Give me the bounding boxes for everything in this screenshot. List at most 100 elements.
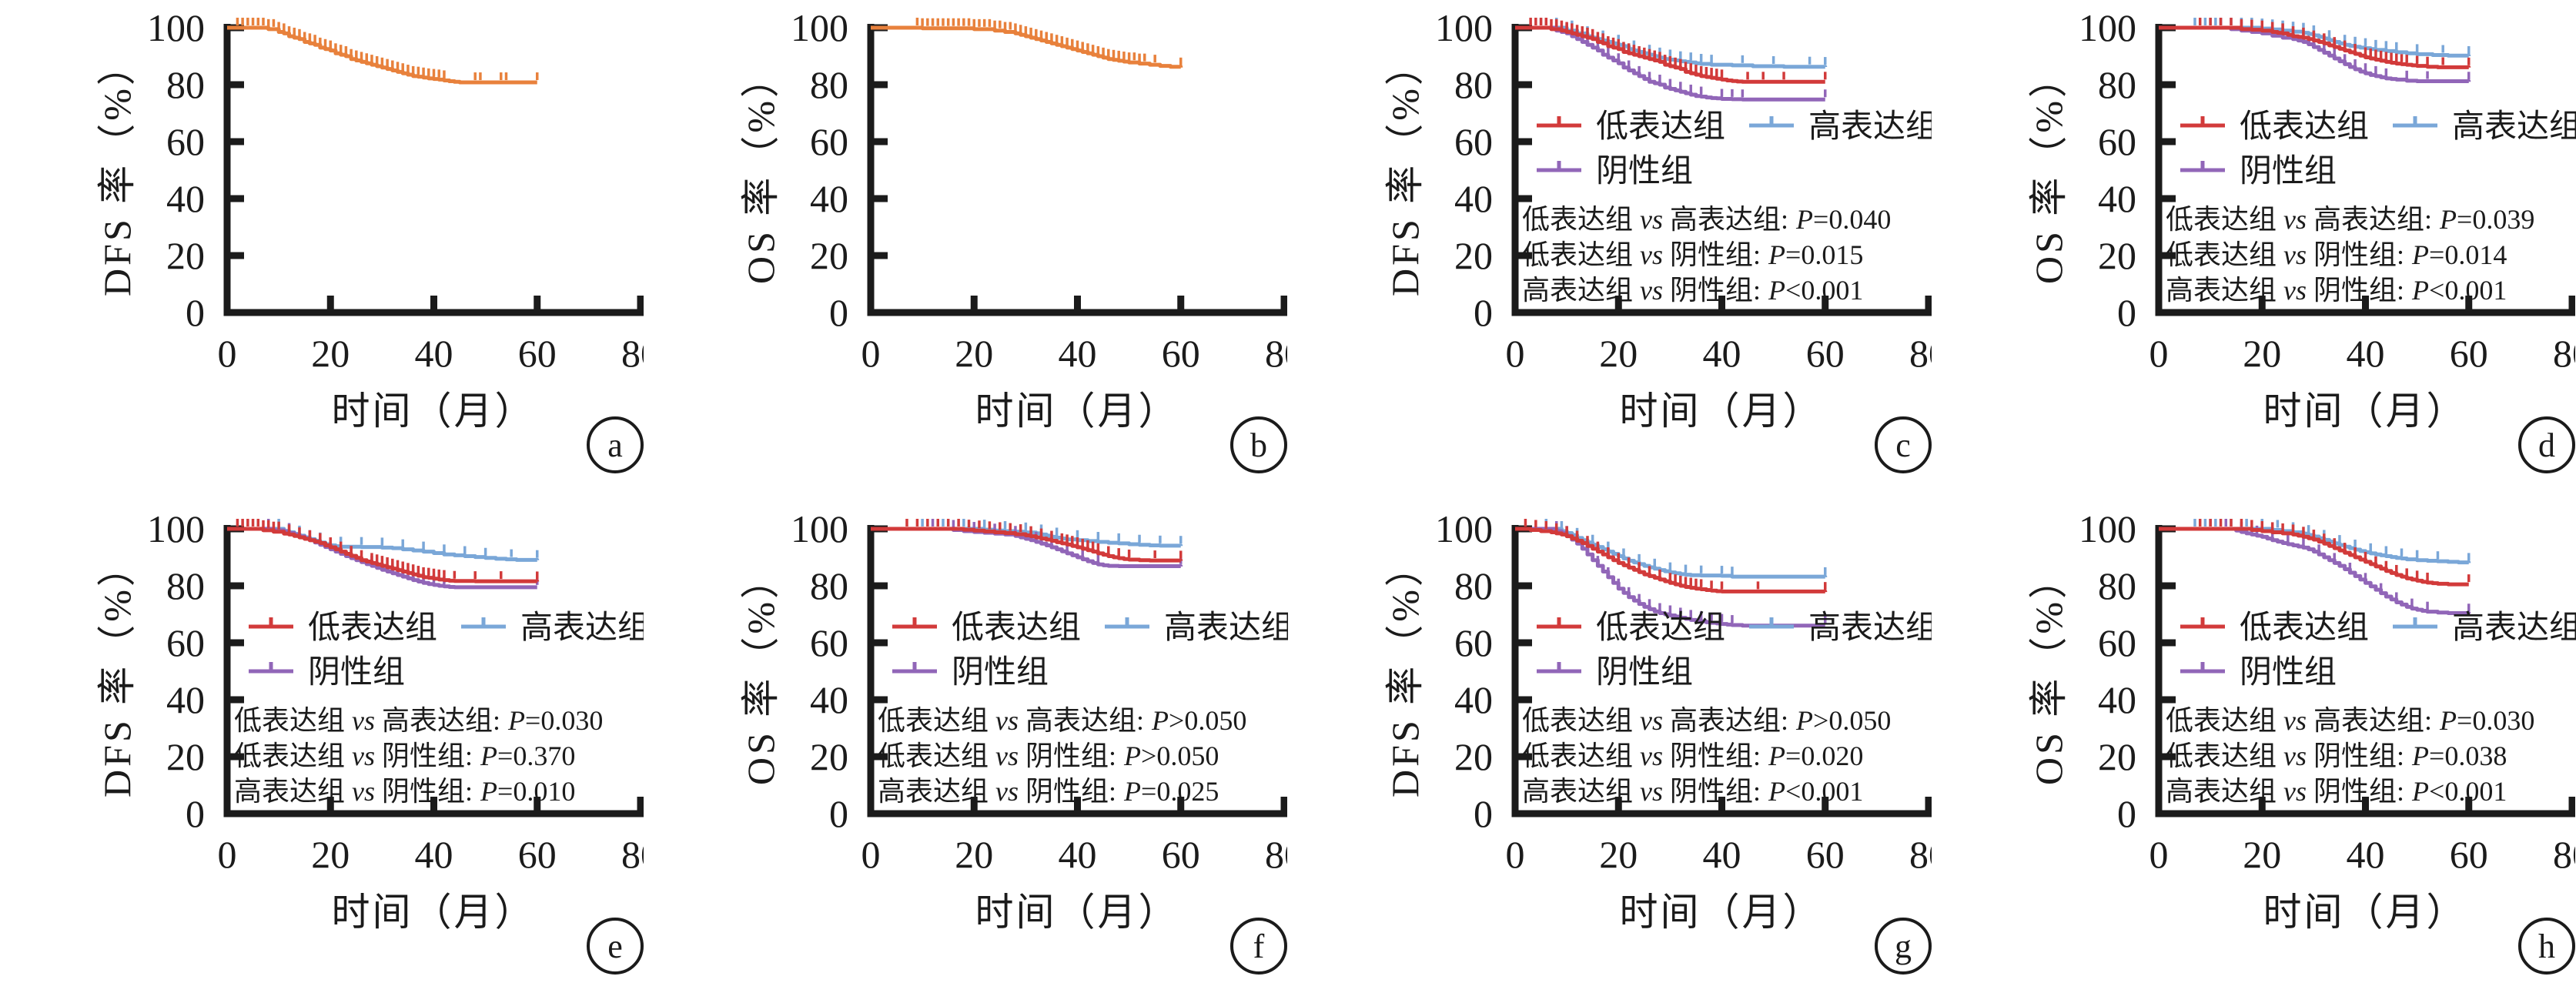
p-value-line: 低表达组 vs 阴性组: P=0.015 bbox=[1522, 237, 1891, 272]
p-value-line: 低表达组 vs 高表达组: P=0.039 bbox=[2166, 202, 2534, 237]
legend-row: 低表达组 高表达组 bbox=[890, 606, 1288, 646]
y-tick-label: 100 bbox=[147, 507, 205, 550]
x-tick-label: 20 bbox=[1599, 833, 1638, 876]
colon-text: : bbox=[1109, 776, 1117, 807]
panel-letter: h bbox=[2538, 927, 2555, 965]
p-symbol: P bbox=[1768, 741, 1786, 771]
comparison-group2: 阴性组 bbox=[1025, 741, 1109, 771]
y-tick-label: 20 bbox=[2098, 234, 2136, 277]
p-symbol: P bbox=[1768, 776, 1786, 807]
y-axis-label: DFS 率（%） bbox=[95, 545, 139, 797]
legend-label: 高表达组 bbox=[1808, 610, 1932, 646]
y-tick-label: 0 bbox=[1474, 792, 1493, 835]
y-tick-label: 100 bbox=[1435, 6, 1493, 49]
p-value-annotations: 低表达组 vs 高表达组: P=0.039 低表达组 vs 阴性组: P=0.014 高表达… bbox=[2166, 202, 2534, 308]
y-tick-label: 100 bbox=[147, 6, 205, 49]
comparison-group2: 高表达组 bbox=[1670, 705, 1781, 736]
km-curve bbox=[2159, 527, 2471, 565]
legend-label: 阴性组 bbox=[2240, 654, 2337, 690]
y-axis-label: OS 率（%） bbox=[739, 557, 782, 786]
panel-letter-badge: d bbox=[2518, 416, 2575, 473]
comparison-group2: 高表达组 bbox=[2313, 705, 2425, 736]
panel-letter: c bbox=[1895, 426, 1911, 464]
p-symbol: P bbox=[1768, 239, 1786, 270]
panel-letter: d bbox=[2538, 426, 2555, 464]
x-tick-label: 80 bbox=[621, 833, 644, 876]
legend-marker-high-icon bbox=[1105, 617, 1150, 629]
p-value-line: 高表达组 vs 阴性组: P<0.001 bbox=[1522, 774, 1891, 809]
legend-label: 高表达组 bbox=[2452, 109, 2576, 145]
x-tick-label: 40 bbox=[415, 833, 453, 876]
x-tick-label: 60 bbox=[1806, 833, 1845, 876]
y-tick-label: 60 bbox=[166, 120, 205, 163]
y-tick-label: 100 bbox=[791, 6, 848, 49]
legend-marker-high-icon bbox=[1749, 116, 1795, 128]
comparison-group2: 阴性组 bbox=[2313, 239, 2397, 270]
km-plot-f: 0 20 40 60 80 100 0 20 40 60 80 bbox=[791, 507, 1287, 876]
x-tick-label: 40 bbox=[1703, 332, 1741, 375]
p-value: <0.001 bbox=[1785, 776, 1864, 807]
panel-e: 0 20 40 60 80 100 0 20 40 60 80 DFS 率（%） 时间（月） 低表达… bbox=[0, 501, 644, 1003]
axes bbox=[867, 525, 1287, 817]
colon-text: : bbox=[1781, 705, 1789, 736]
comparison-group1: 低表达组 bbox=[878, 741, 989, 771]
p-value: =0.039 bbox=[2457, 204, 2535, 235]
km-curve bbox=[1515, 527, 1828, 579]
colon-text: : bbox=[2397, 741, 2405, 771]
legend-marker-negative-icon bbox=[249, 662, 293, 674]
x-tick-label: 0 bbox=[2149, 833, 2169, 876]
comparison-group2: 阴性组 bbox=[1025, 776, 1109, 807]
p-symbol: P bbox=[508, 705, 526, 736]
panel-letter: g bbox=[1895, 927, 1912, 965]
y-tick-label: 80 bbox=[1454, 564, 1493, 607]
legend-item-low: 低表达组 bbox=[2178, 601, 2369, 648]
comparison-group1: 高表达组 bbox=[1522, 275, 1634, 306]
legend-marker-low-icon bbox=[2180, 116, 2225, 128]
legend-marker-low-icon bbox=[1537, 116, 1581, 128]
y-tick-label: 100 bbox=[791, 507, 848, 550]
colon-text: : bbox=[1109, 741, 1117, 771]
p-value-line: 低表达组 vs 高表达组: P=0.040 bbox=[1522, 202, 1891, 237]
x-tick-label: 0 bbox=[218, 332, 237, 375]
p-value: =0.038 bbox=[2429, 741, 2507, 771]
y-tick-label: 80 bbox=[166, 564, 205, 607]
y-tick-label: 60 bbox=[166, 621, 205, 664]
x-axis-label: 时间（月） bbox=[2263, 891, 2467, 934]
panel-letter-badge: a bbox=[587, 416, 644, 473]
comparison-group2: 阴性组 bbox=[2313, 741, 2397, 771]
legend-label: 高表达组 bbox=[1808, 109, 1932, 145]
y-tick-label: 40 bbox=[166, 177, 205, 220]
y-tick-label: 20 bbox=[166, 735, 205, 778]
legend-row: 低表达组 高表达组 bbox=[1534, 606, 1932, 646]
y-axis-label: DFS 率（%） bbox=[1383, 44, 1427, 296]
p-value: >0.050 bbox=[1813, 705, 1892, 736]
y-tick-label: 20 bbox=[2098, 735, 2136, 778]
panel-letter: e bbox=[607, 927, 623, 965]
panel-h: 0 20 40 60 80 100 0 20 40 60 80 OS 率（%） 时间（月） 低表达组… bbox=[1932, 501, 2576, 1003]
comparison-group2: 高表达组 bbox=[2313, 204, 2425, 235]
vs-text: vs bbox=[995, 741, 1019, 771]
axes bbox=[2155, 525, 2575, 817]
p-symbol: P bbox=[2412, 741, 2430, 771]
y-tick-label: 60 bbox=[810, 621, 848, 664]
km-curve bbox=[227, 25, 537, 85]
km-curve bbox=[1515, 527, 1825, 628]
y-tick-label: 60 bbox=[1454, 621, 1493, 664]
p-value-line: 高表达组 vs 阴性组: P=0.025 bbox=[878, 774, 1246, 809]
p-value: =0.030 bbox=[2457, 705, 2535, 736]
p-value: >0.050 bbox=[1141, 741, 1219, 771]
p-value: <0.001 bbox=[1785, 275, 1864, 306]
comparison-group1: 低表达组 bbox=[2166, 239, 2277, 270]
p-value: =0.030 bbox=[525, 705, 604, 736]
x-tick-label: 20 bbox=[2243, 332, 2281, 375]
panel-letter: a bbox=[607, 426, 623, 464]
y-tick-label: 80 bbox=[810, 63, 848, 106]
x-tick-label: 60 bbox=[518, 332, 557, 375]
legend-label: 阴性组 bbox=[1596, 654, 1694, 690]
km-plot-b: 0 20 40 60 80 100 0 20 40 60 80 bbox=[791, 6, 1287, 375]
panel-letter-badge: c bbox=[1875, 416, 1932, 473]
x-tick-label: 0 bbox=[1506, 332, 1525, 375]
legend-label: 低表达组 bbox=[2240, 109, 2370, 145]
comparison-group2: 阴性组 bbox=[1670, 741, 1754, 771]
y-tick-label: 20 bbox=[810, 735, 848, 778]
